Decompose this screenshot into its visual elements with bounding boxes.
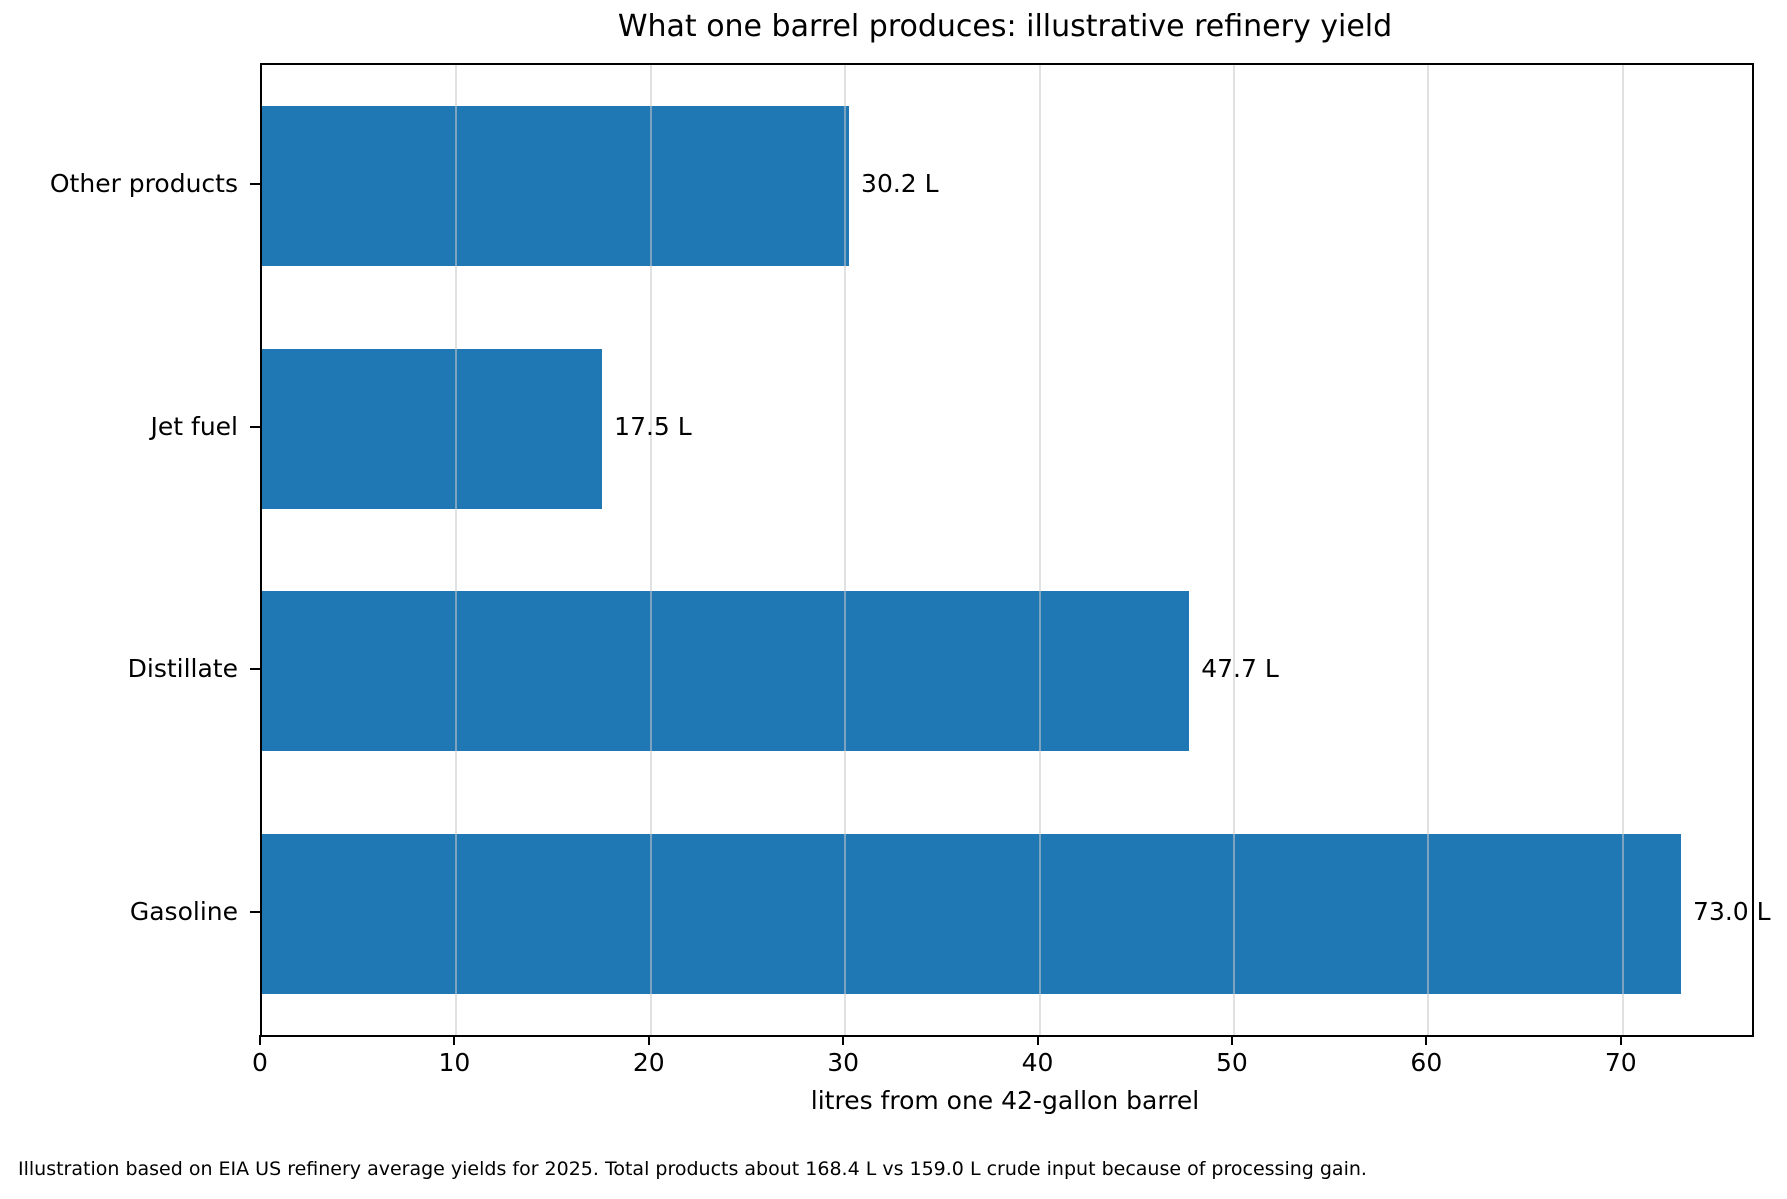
x-tick-mark [647, 1035, 650, 1045]
bar-other-products [262, 106, 850, 267]
bar-distillate [262, 591, 1190, 752]
gridline [1038, 65, 1041, 1035]
x-tick-label: 0 [252, 1048, 268, 1077]
x-tick-label: 10 [438, 1048, 471, 1077]
y-tick-label: Jet fuel [150, 411, 238, 441]
x-tick-label: 60 [1410, 1048, 1443, 1077]
chart-footnote: Illustration based on EIA US refinery av… [18, 1158, 1367, 1180]
bar-value-label: 73.0 L [1693, 896, 1771, 926]
x-tick-label: 70 [1604, 1048, 1637, 1077]
y-tick-mark [250, 425, 260, 428]
gridline [649, 65, 652, 1035]
gridline [455, 65, 458, 1035]
bar-value-label: 17.5 L [614, 411, 692, 441]
x-tick-mark [453, 1035, 456, 1045]
y-tick-label: Other products [49, 169, 238, 199]
bar-gasoline [262, 833, 1682, 994]
chart-title: What one barrel produces: illustrative r… [617, 9, 1393, 44]
x-tick-label: 20 [632, 1048, 665, 1077]
gridline [1232, 65, 1235, 1035]
plot-area [260, 63, 1754, 1037]
x-tick-mark [842, 1035, 845, 1045]
gridline [1621, 65, 1624, 1035]
gridline [1427, 65, 1430, 1035]
gridline [844, 65, 847, 1035]
plot-inner [262, 65, 1752, 1035]
x-tick-mark [259, 1035, 261, 1045]
y-tick-mark [250, 910, 260, 913]
y-tick-label: Distillate [127, 654, 238, 684]
x-tick-mark [1036, 1035, 1039, 1045]
x-tick-label: 50 [1216, 1048, 1248, 1077]
y-tick-mark [250, 183, 260, 186]
bar-value-label: 47.7 L [1201, 654, 1279, 684]
x-tick-label: 30 [827, 1048, 860, 1077]
x-axis-label: litres from one 42-gallon barrel [810, 1086, 1200, 1115]
y-tick-label: Gasoline [129, 896, 238, 926]
y-tick-mark [250, 668, 260, 671]
x-tick-mark [1619, 1035, 1622, 1045]
x-tick-mark [1230, 1035, 1233, 1045]
bar-value-label: 30.2 L [861, 169, 939, 199]
bar-jet-fuel [262, 348, 603, 509]
x-tick-mark [1425, 1035, 1428, 1045]
x-tick-label: 40 [1021, 1048, 1054, 1077]
